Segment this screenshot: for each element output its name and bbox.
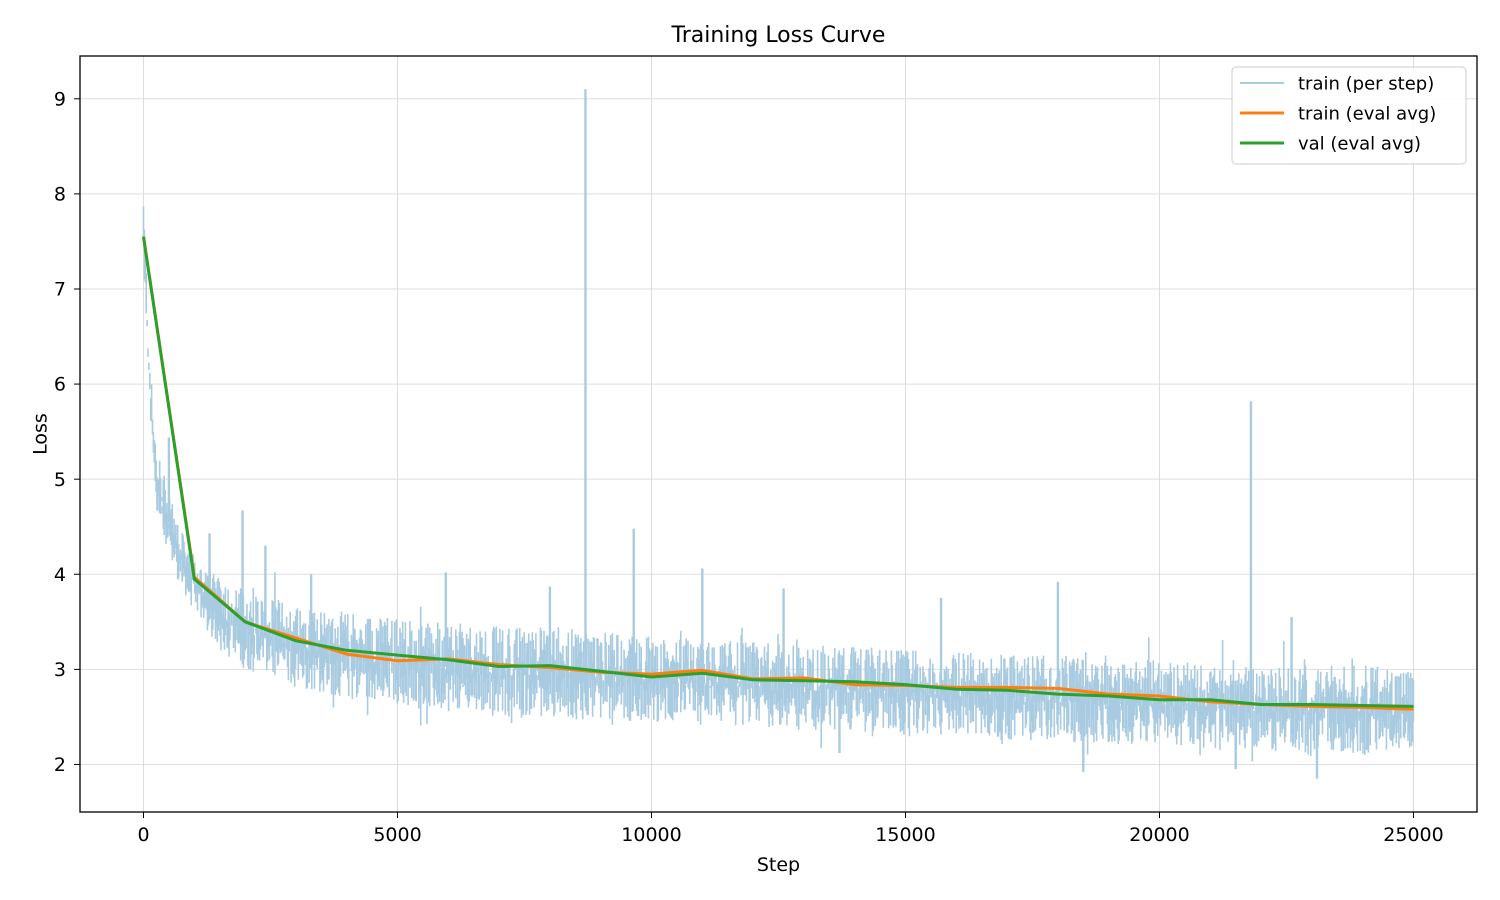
plot-frame bbox=[79, 55, 1478, 813]
val-eval-avg-line bbox=[142, 236, 1414, 708]
y-tick-label: 4 bbox=[54, 564, 66, 586]
y-tick-label: 6 bbox=[54, 374, 66, 396]
y-tick-label: 9 bbox=[54, 88, 66, 110]
y-tick-label: 3 bbox=[54, 659, 66, 681]
legend-box bbox=[1231, 66, 1467, 165]
y-tick-label: 7 bbox=[54, 279, 66, 301]
x-tick-label: 25000 bbox=[1383, 824, 1443, 846]
axis-ticks: 0 5000 10000 15000 20000 25000 2 3 4 5 6 7 8 9 bbox=[54, 88, 1444, 846]
x-tick-label: 20000 bbox=[1129, 824, 1189, 846]
legend-label: train (eval avg) bbox=[1298, 103, 1436, 124]
x-tick-label: 0 bbox=[137, 824, 149, 846]
x-axis-label: Step bbox=[757, 854, 800, 876]
x-tick-label: 10000 bbox=[621, 824, 681, 846]
eval-series bbox=[142, 236, 1414, 711]
chart-title: Training Loss Curve bbox=[671, 23, 886, 48]
x-tick-label: 5000 bbox=[373, 824, 421, 846]
y-axis-label: Loss bbox=[30, 413, 52, 455]
legend-label: val (eval avg) bbox=[1298, 133, 1421, 154]
y-tick-label: 5 bbox=[54, 469, 66, 491]
legend-label: train (per step) bbox=[1298, 73, 1434, 94]
x-tick-label: 15000 bbox=[875, 824, 935, 846]
y-tick-label: 8 bbox=[54, 184, 66, 206]
y-tick-label: 2 bbox=[54, 754, 66, 776]
train-per-step-series bbox=[142, 89, 1415, 779]
legend: train (per step) train (eval avg) val (eva… bbox=[1231, 66, 1467, 165]
grid bbox=[80, 56, 1477, 812]
train-per-step-line bbox=[142, 206, 1415, 762]
